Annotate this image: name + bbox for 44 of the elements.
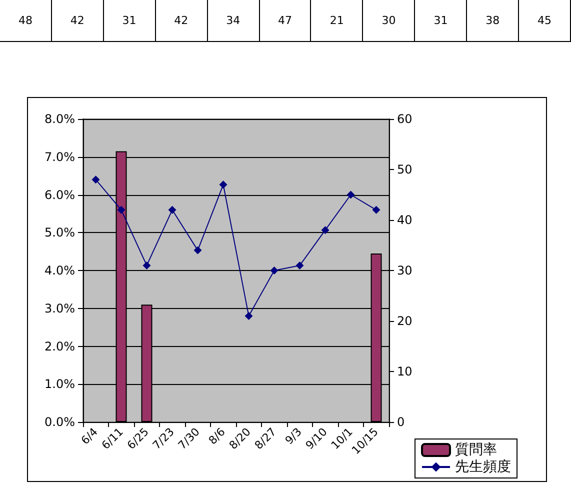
text: 38 bbox=[467, 0, 520, 42]
point bbox=[321, 226, 330, 234]
text: 21 bbox=[311, 0, 364, 42]
y-tick-label: 5.0% bbox=[44, 226, 75, 240]
y2-tick-label: 0 bbox=[397, 415, 405, 429]
point bbox=[92, 176, 100, 184]
y2-tick-label: 20 bbox=[397, 314, 412, 328]
text: 30 bbox=[363, 0, 416, 42]
y-tick-label: 6.0% bbox=[44, 188, 75, 202]
point bbox=[346, 190, 355, 199]
point bbox=[296, 261, 304, 270]
y2-tick-label: 60 bbox=[397, 112, 412, 126]
text: 31 bbox=[104, 0, 156, 42]
y-tick-label: 7.0% bbox=[44, 150, 75, 164]
y-tick-label: 4.0% bbox=[44, 264, 75, 278]
legend-label: 先生頻度 bbox=[455, 459, 511, 475]
text: 48 bbox=[0, 0, 52, 42]
point bbox=[117, 206, 126, 214]
y-tick-label: 1.0% bbox=[44, 377, 75, 392]
legend-label: 質問率 bbox=[455, 442, 497, 458]
x-tick-label: 9/3 bbox=[282, 425, 304, 448]
x-tick-label: 8/6 bbox=[206, 425, 228, 448]
point bbox=[142, 261, 151, 270]
text: 42 bbox=[156, 0, 208, 42]
text: 34 bbox=[208, 0, 260, 42]
y-tick-label: 3.0% bbox=[44, 301, 75, 316]
point bbox=[219, 180, 228, 189]
point bbox=[244, 312, 253, 320]
text: 42 bbox=[52, 0, 104, 42]
y2-tick-label: 50 bbox=[397, 162, 412, 176]
y2-tick-label: 10 bbox=[397, 364, 412, 378]
text: 47 bbox=[260, 0, 312, 42]
y2-tick-label: 40 bbox=[397, 213, 412, 227]
y-tick-label: 0.0% bbox=[44, 415, 75, 429]
x-tick-label: 6/4 bbox=[78, 425, 100, 448]
point bbox=[372, 206, 380, 214]
point bbox=[270, 266, 278, 274]
y2-tick-label: 30 bbox=[397, 264, 412, 278]
point bbox=[168, 206, 176, 214]
text: 45 bbox=[519, 0, 571, 42]
text: 31 bbox=[415, 0, 468, 42]
point bbox=[194, 246, 202, 254]
y-tick-label: 8.0% bbox=[44, 112, 75, 126]
y-tick-label: 2.0% bbox=[44, 339, 75, 354]
